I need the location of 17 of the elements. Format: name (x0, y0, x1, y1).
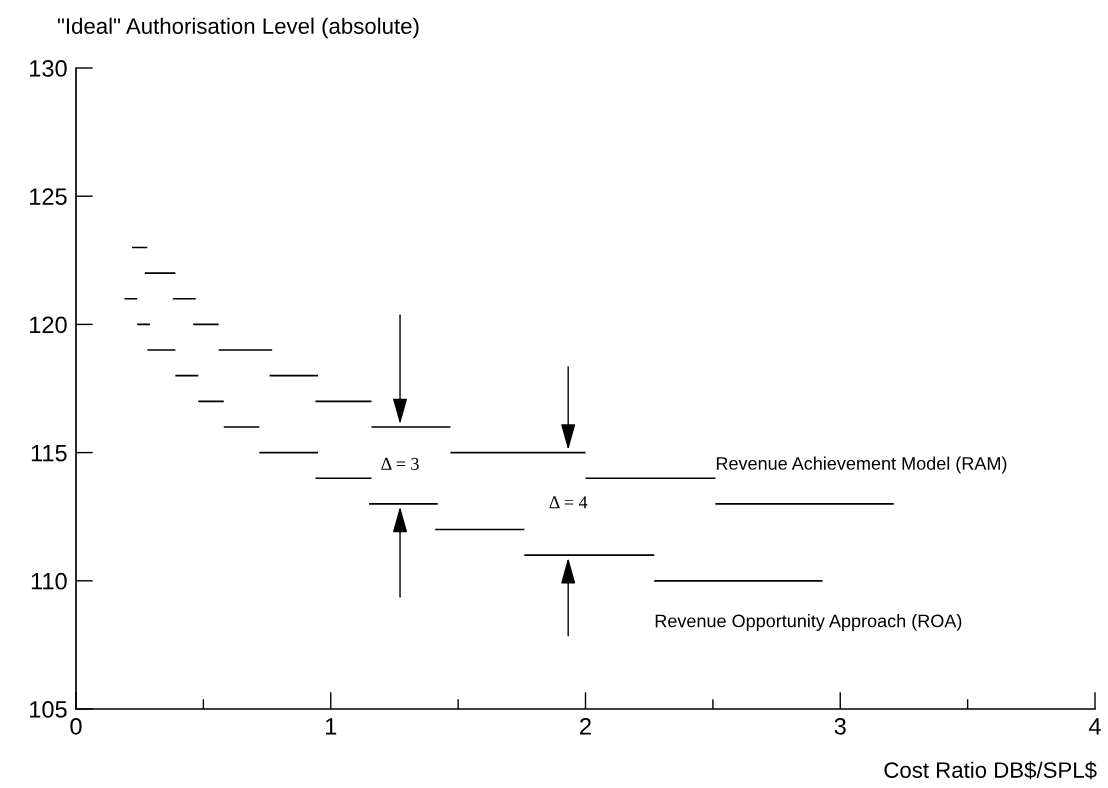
series-label: Revenue Opportunity Approach (ROA) (655, 614, 962, 631)
series-label: Revenue Achievement Model (RAM) (716, 456, 1007, 474)
x-tick-label: 1 (325, 718, 337, 735)
x-tick-label: 3 (834, 717, 846, 735)
y-tick-label: 120 (30, 316, 67, 334)
y-tick-label: 115 (31, 444, 67, 462)
y-tick-label: 125 (30, 188, 67, 205)
annotation: Δ = 3 (381, 457, 419, 470)
y-axis-title: "Ideal" Authorisation Level (absolute) (57, 17, 419, 39)
y-tick-label: 110 (31, 572, 67, 590)
y-tick-label: 130 (30, 60, 67, 77)
x-tick-label: 2 (580, 717, 591, 735)
x-axis-title: Cost Ratio DB$/SPL$ (884, 761, 1097, 780)
x-tick-label: 4 (1088, 718, 1101, 735)
annotation: Δ = 4 (549, 496, 588, 509)
x-tick-label: 0 (70, 717, 82, 735)
y-tick-label: 105 (30, 701, 67, 718)
